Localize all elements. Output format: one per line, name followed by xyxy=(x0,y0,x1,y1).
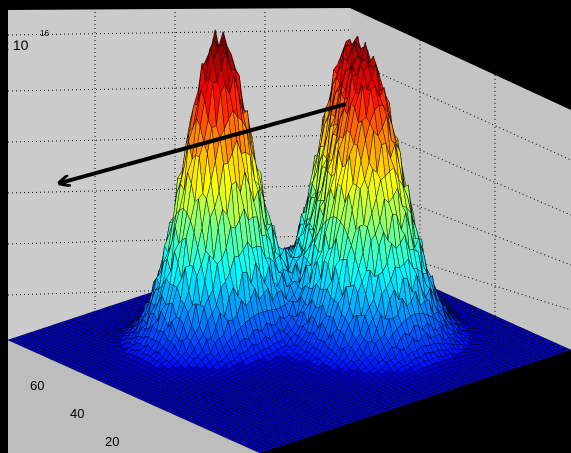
z-exponent-label: x 10 xyxy=(2,37,29,53)
grid-line-right-wall xyxy=(349,59,571,161)
x-tick-label-60: 60 xyxy=(510,404,524,419)
annotation-arrow xyxy=(60,102,347,183)
y-tick-label-20: 20 xyxy=(105,434,119,449)
left-black-band xyxy=(0,60,8,340)
x-tick-label-40: 40 xyxy=(430,420,444,435)
x-tick-label-20: 20 xyxy=(348,444,362,453)
surface-patch xyxy=(255,449,266,453)
z-exponent-power: 16 xyxy=(40,29,49,38)
y-tick-label-40: 40 xyxy=(70,406,84,421)
surface-mesh xyxy=(7,29,571,453)
y-tick-label-60: 60 xyxy=(30,378,44,393)
